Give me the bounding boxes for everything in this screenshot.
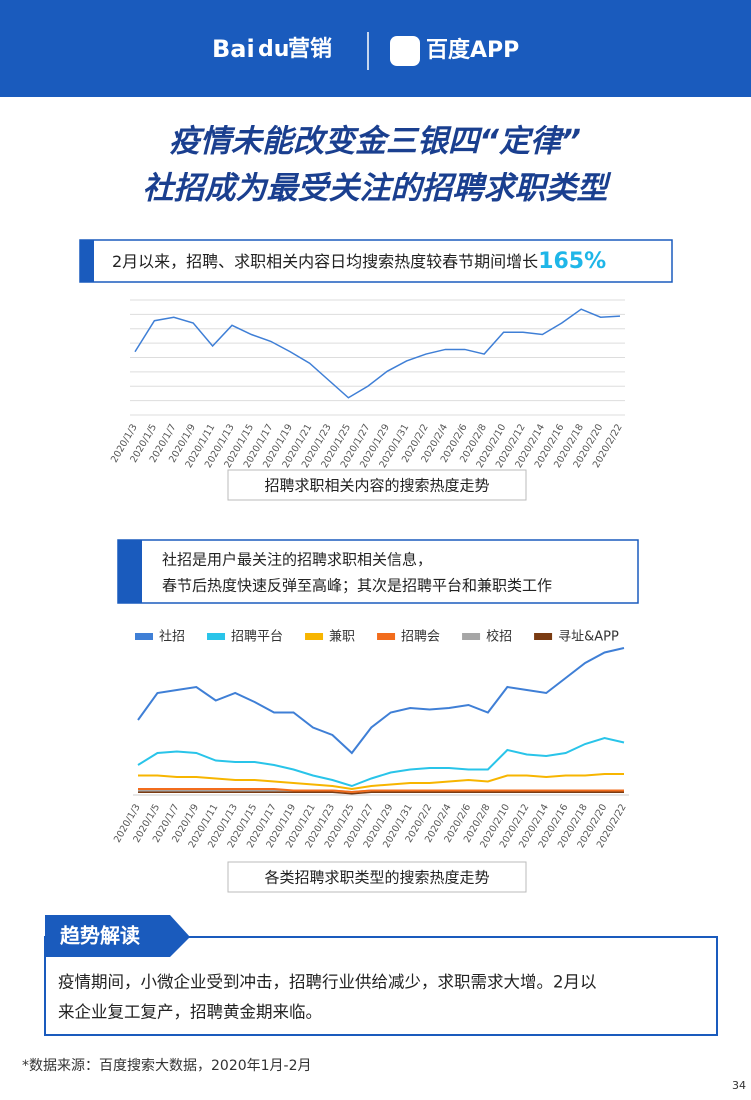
insight-box xyxy=(44,936,718,1036)
brand-mark: du xyxy=(258,37,289,62)
source: *数据来源：百度搜索大数据，2020年1月-2月 xyxy=(22,1057,312,1074)
series-line xyxy=(138,773,624,791)
caption-box xyxy=(227,469,527,501)
legend-swatch xyxy=(377,633,396,640)
callout-text: 春节后热度快速反弹至高峰；其次是招聘平台和兼职类工作 xyxy=(162,577,552,595)
insight-tab xyxy=(45,915,190,957)
series-line xyxy=(138,791,624,795)
legend-swatch xyxy=(462,633,481,640)
title: 社招成为最受关注的招聘求职类型 xyxy=(143,171,612,207)
brand-suffix: 营销 xyxy=(288,37,332,62)
insight-heading: 趋势解读 xyxy=(60,924,140,948)
brand: Bai xyxy=(212,35,255,63)
page-number: 34 xyxy=(732,1079,746,1092)
legend-label: 招聘会 xyxy=(401,630,440,645)
series-line xyxy=(134,308,621,399)
caption: 各类招聘求职类型的搜索热度走势 xyxy=(264,869,489,887)
legend-label: 兼职 xyxy=(329,630,355,645)
series-line xyxy=(137,736,625,788)
callout-text: 社招是用户最关注的招聘求职相关信息， xyxy=(162,551,432,569)
series-line xyxy=(137,647,625,755)
callout-text: 2月以来，招聘、求职相关内容日均搜索热度较春节期间增长165% xyxy=(112,249,606,274)
caption: 招聘求职相关内容的搜索热度走势 xyxy=(264,477,489,495)
callout-text: 2月以来，招聘、求职相关内容日均搜索热度较春节期间增长 xyxy=(112,252,538,271)
legend-label: 招聘平台 xyxy=(231,630,283,645)
legend-label: 寻址&APP xyxy=(558,630,619,645)
caption-box xyxy=(227,861,527,893)
app-name: 百度APP xyxy=(426,37,519,63)
insight-text: 来企业复工复产，招聘黄金期来临。 xyxy=(58,1003,322,1022)
app-icon xyxy=(390,36,420,66)
series-line xyxy=(138,788,624,794)
legend-label: 社招 xyxy=(159,629,185,645)
title: 疫情未能改变金三银四“定律” xyxy=(169,124,581,160)
legend-swatch xyxy=(207,633,226,640)
legend-label: 校招 xyxy=(486,629,512,645)
legend-swatch xyxy=(135,633,153,640)
callout-box xyxy=(117,539,639,604)
header-bar xyxy=(0,0,751,97)
callout-highlight: 165% xyxy=(538,249,606,274)
callout-accent xyxy=(118,540,142,603)
legend-swatch xyxy=(305,633,324,640)
insight-text: 疫情期间，小微企业受到冲击，招聘行业供给减少，求职需求大增。2月以 xyxy=(58,973,597,992)
callout-box xyxy=(79,239,673,283)
legend-swatch xyxy=(534,633,553,640)
callout-accent xyxy=(80,240,94,282)
